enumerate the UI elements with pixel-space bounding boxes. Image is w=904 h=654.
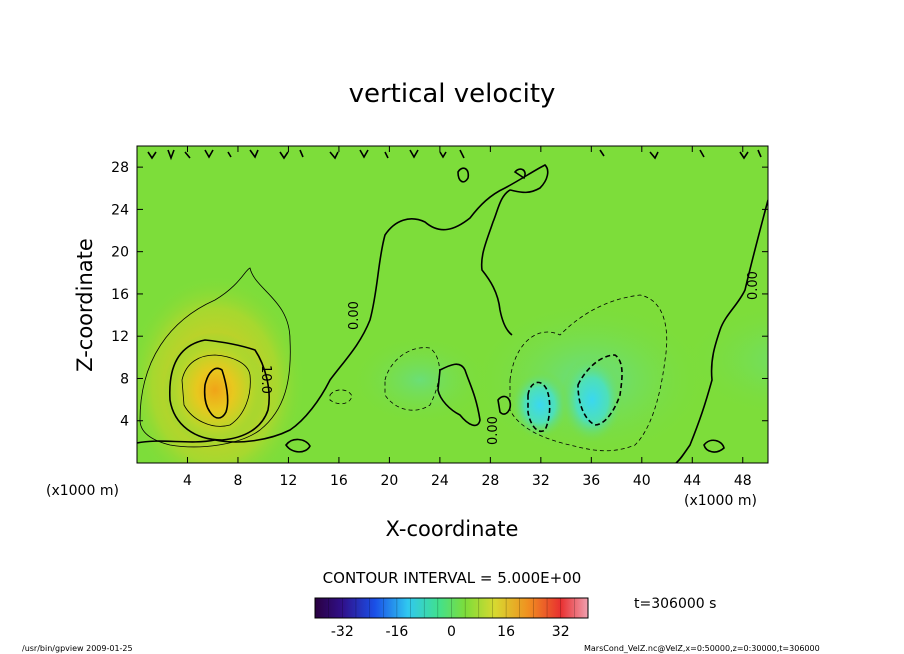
x-axis-label: X-coordinate xyxy=(386,517,519,541)
contour-label-zero-2: 0.00 xyxy=(746,271,761,300)
y-axis-ticks: 4 8 12 16 20 24 28 xyxy=(111,160,768,430)
zero-contours xyxy=(137,149,768,463)
zero-contour-small-3 xyxy=(703,439,725,453)
negative-10-contours xyxy=(527,354,623,432)
zero-contour-small-2 xyxy=(285,438,311,453)
contour-interval: CONTOUR INTERVAL = 5.000E+00 xyxy=(323,569,582,587)
colorbar-tick-label: -16 xyxy=(385,624,408,640)
zero-contour-island xyxy=(437,363,481,427)
plot-area: 10.0 0.00 0.00 0.00 xyxy=(137,146,768,463)
time-stamp: t=306000 s xyxy=(634,596,716,612)
x-tick-label: 12 xyxy=(280,473,298,489)
x-tick-label: 20 xyxy=(380,473,398,489)
y-tick-label: 8 xyxy=(120,371,129,387)
x-unit-right: (x1000 m) xyxy=(684,493,757,509)
contour-label-zero-3: 0.00 xyxy=(486,416,501,445)
contour-10 xyxy=(169,339,270,441)
contour-5 xyxy=(139,267,291,448)
x-tick-label: 44 xyxy=(683,473,701,489)
contour-label-zero-1: 0.00 xyxy=(347,301,362,330)
negative-contours xyxy=(329,294,668,452)
weak-downdraft-left xyxy=(350,335,490,425)
y-tick-label: 20 xyxy=(111,245,129,261)
positive-contours xyxy=(139,267,291,448)
colorbar-ticks: -32 -16 0 16 32 xyxy=(328,598,575,640)
colorbar-tick-label: 16 xyxy=(497,624,515,640)
x-tick-label: 28 xyxy=(481,473,499,489)
chart-title: vertical velocity xyxy=(349,79,556,109)
x-tick-label: 8 xyxy=(233,473,242,489)
y-axis-label: Z-coordinate xyxy=(73,238,97,372)
x-tick-label: 48 xyxy=(734,473,752,489)
contour-20 xyxy=(203,367,229,419)
footer-left: /usr/bin/gpview 2009-01-25 xyxy=(22,644,133,653)
zero-contour-top-noise xyxy=(147,149,762,161)
footer-right: MarsCond_VelZ.nc@VelZ,x=0:50000,z=0:3000… xyxy=(584,644,820,653)
zero-contour-right xyxy=(675,199,768,463)
contour-neg10-a xyxy=(527,381,551,432)
x-tick-label: 16 xyxy=(330,473,348,489)
contour-neg5-west xyxy=(384,347,440,411)
y-tick-label: 24 xyxy=(111,202,129,218)
updraft-core xyxy=(163,332,267,448)
x-axis-ticks: 4 8 12 16 20 24 28 32 36 40 44 48 xyxy=(183,146,752,489)
zero-contour-top-blobs xyxy=(457,167,526,183)
x-tick-label: 4 xyxy=(183,473,192,489)
plot-frame xyxy=(136,145,769,464)
y-tick-label: 4 xyxy=(120,414,129,430)
colorbar-tick-label: -32 xyxy=(331,624,354,640)
contour-neg5-east xyxy=(509,294,668,452)
y-tick-label: 16 xyxy=(111,287,129,303)
colorbar-tick-label: 0 xyxy=(447,624,456,640)
x-tick-label: 40 xyxy=(633,473,651,489)
downdraft-core-1 xyxy=(510,370,570,440)
contour-neg5-small xyxy=(329,389,353,405)
contour-label-10: 10.0 xyxy=(258,365,273,394)
contour-15 xyxy=(181,354,251,427)
downdraft-core-2 xyxy=(560,356,624,444)
x-unit-left: (x1000 m) xyxy=(46,483,119,499)
x-tick-label: 32 xyxy=(532,473,550,489)
contour-neg10-b xyxy=(577,354,623,426)
zero-contour-main xyxy=(137,164,549,444)
y-tick-label: 12 xyxy=(111,329,129,345)
y-tick-label: 28 xyxy=(111,160,129,176)
x-tick-label: 24 xyxy=(431,473,449,489)
x-tick-label: 36 xyxy=(582,473,600,489)
colorbar-tick-label: 32 xyxy=(552,624,570,640)
